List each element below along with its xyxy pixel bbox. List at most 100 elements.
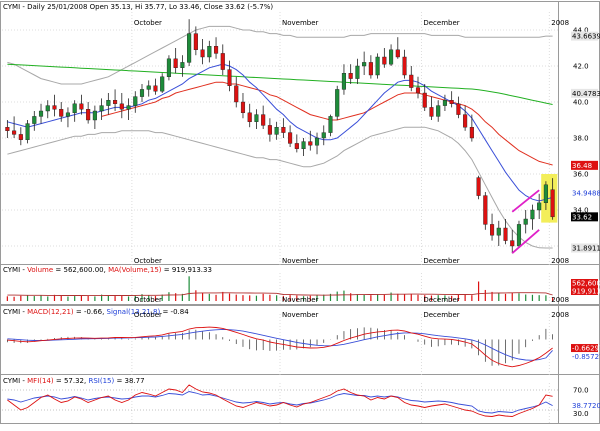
price-value-text: 43.6639	[572, 33, 600, 41]
candle-body	[436, 105, 441, 117]
volume-bar	[397, 293, 399, 301]
price-value-box	[571, 31, 598, 41]
volume-bar	[377, 294, 379, 301]
volume-bar	[67, 296, 69, 301]
mfi-value: 57.32	[64, 377, 84, 385]
candle-body	[301, 141, 306, 150]
volume-bar	[545, 295, 547, 301]
candle-body	[180, 62, 185, 69]
candle-body	[496, 227, 501, 236]
x-tick-label-macd: 2008	[551, 311, 569, 319]
volume-bar	[276, 295, 278, 301]
macd-signal-box	[571, 352, 598, 361]
rsi-label: RSI(15)	[88, 377, 114, 385]
rsi-line	[7, 391, 553, 414]
volume-bar	[114, 296, 116, 301]
candle-body	[254, 114, 259, 122]
price-value-text: 36.48	[572, 162, 592, 170]
volume-bar	[296, 295, 298, 301]
candle-body	[18, 134, 23, 140]
candle-body	[193, 33, 198, 50]
candle-body	[348, 72, 353, 79]
candle-body	[25, 123, 30, 140]
price-tick-label: 36.0	[573, 171, 589, 179]
volume-ma-text: 919,913	[572, 288, 600, 296]
main-header-info: - Daily 25/01/2008 Open 35.13, Hi 35.77,…	[20, 3, 273, 11]
volume-bar	[80, 295, 83, 301]
candle-body	[65, 112, 71, 117]
candle-body	[227, 69, 232, 86]
macd-signal-label: Signal(13,21,8)	[107, 308, 161, 316]
x-tick-label-volume: December	[423, 296, 459, 304]
volume-symbol: CYMI	[3, 266, 20, 274]
candle-body	[422, 92, 427, 108]
volume-bar	[498, 292, 500, 301]
volume-bar	[356, 294, 359, 301]
candle-body	[59, 108, 64, 117]
volume-bar	[451, 295, 453, 301]
candle-body	[200, 49, 205, 58]
candle-body	[489, 224, 495, 236]
x-tick-label-volume: November	[282, 296, 319, 304]
candle-body	[106, 99, 111, 106]
price-tick-label: 40.0	[573, 99, 589, 107]
price-value-text: 40.4783	[572, 90, 600, 98]
volume-bar	[47, 296, 49, 301]
volume-bar	[201, 292, 204, 301]
volume-bar	[121, 295, 123, 301]
candle-body	[321, 132, 326, 139]
ma-short-line	[7, 63, 553, 202]
candle-body	[328, 116, 333, 133]
volume-bar	[464, 294, 466, 301]
x-tick-label-main: October	[134, 257, 162, 265]
volume-bar	[262, 293, 264, 301]
candle-body	[362, 62, 367, 67]
main-symbol: CYMI	[3, 3, 20, 11]
volume-bar	[531, 294, 534, 301]
candle-body	[86, 108, 91, 121]
volume-bar	[101, 294, 103, 301]
candle-body	[355, 65, 360, 79]
candle-body	[341, 72, 347, 90]
x-tick-label-main: November	[282, 257, 319, 265]
price-tick-label: 42.0	[573, 63, 589, 71]
candle-body	[213, 46, 219, 54]
volume-bar	[329, 293, 332, 301]
volume-bar	[302, 296, 305, 301]
volume-bar	[161, 294, 163, 301]
candle-body	[240, 101, 246, 114]
volume-value: 562,600.00	[64, 266, 104, 274]
candle-body	[166, 58, 171, 77]
volume-bar	[74, 296, 76, 301]
volume-bar	[471, 295, 473, 301]
candle-body	[415, 87, 421, 94]
macd-value-box	[571, 344, 598, 353]
candle-body	[281, 126, 286, 133]
volume-bar	[504, 293, 507, 301]
volume-bar	[13, 296, 15, 301]
bollinger-lower-line	[7, 126, 553, 249]
candle-body	[5, 126, 10, 131]
grid-lines	[2, 12, 558, 423]
mfi-symbol: CYMI	[3, 377, 20, 385]
volume-bar	[363, 294, 365, 301]
rsi-value: 38.77	[125, 377, 145, 385]
volume-bar	[134, 295, 136, 301]
volume-bar	[383, 294, 385, 301]
macd-value-text: -0.66297	[572, 345, 600, 353]
macd-panel-header: CYMI - MACD(12,21) = -0.66, Signal(13,21…	[3, 308, 189, 316]
x-tick-label-top: October	[134, 19, 162, 27]
candle-body	[368, 62, 373, 76]
volume-bar	[215, 294, 217, 301]
candle-body	[247, 112, 252, 123]
candle-body	[483, 195, 488, 225]
candle-body	[288, 132, 293, 144]
candle-body	[463, 114, 468, 128]
candle-body	[126, 105, 131, 110]
chart-marks	[5, 19, 555, 417]
volume-bar	[168, 292, 170, 301]
volume-bar	[87, 295, 89, 301]
volume-bar	[40, 295, 42, 301]
